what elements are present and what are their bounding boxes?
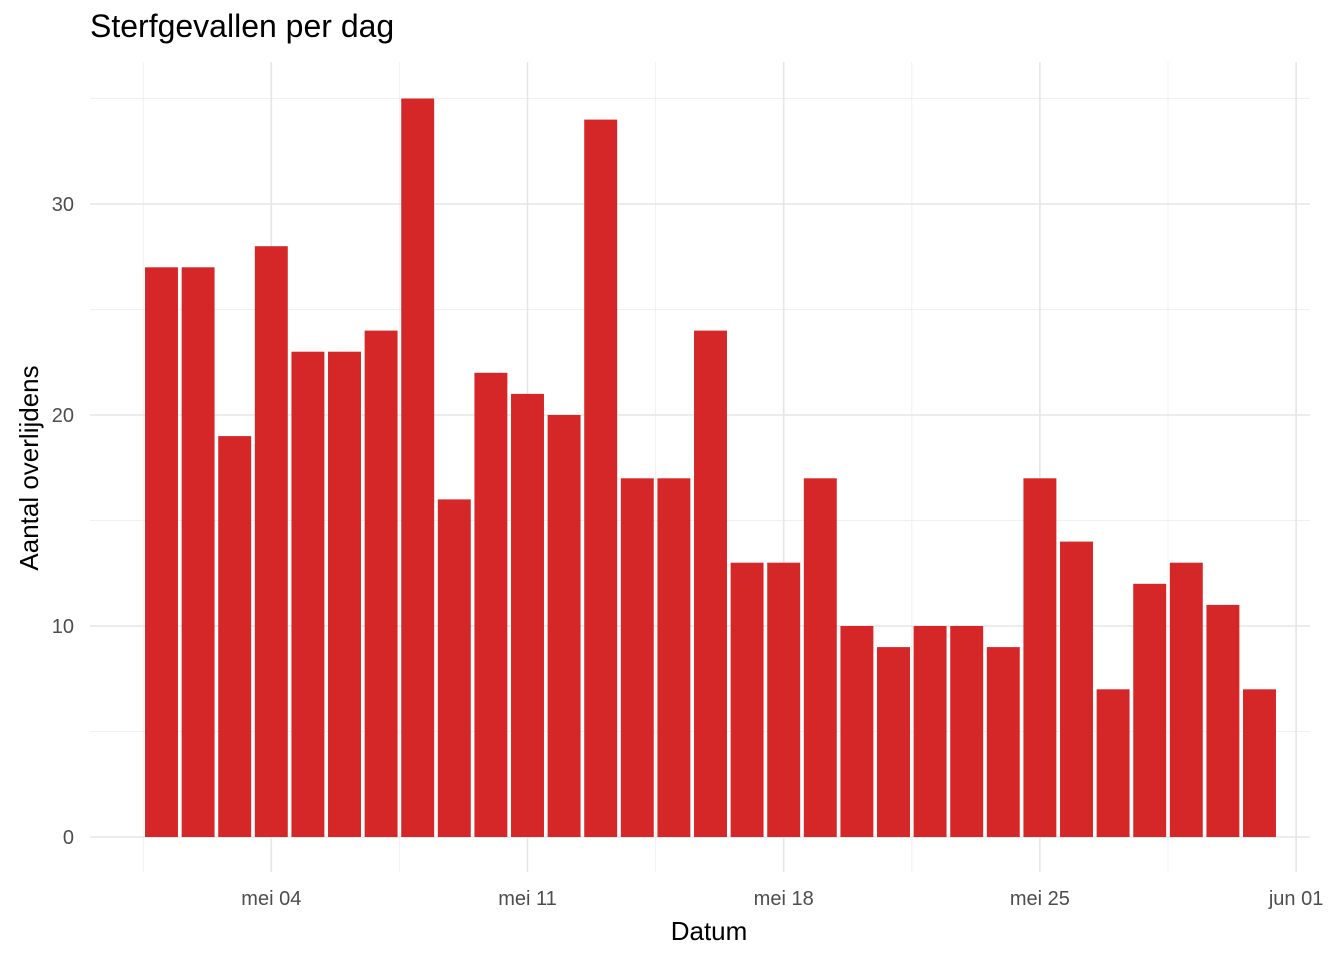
bar [1133, 583, 1167, 837]
bar [547, 415, 581, 837]
bar [913, 626, 947, 837]
y-tick-label: 10 [52, 616, 74, 638]
x-tick-label: mei 11 [498, 888, 557, 910]
x-tick-label: mei 04 [241, 888, 301, 910]
bar-series [145, 98, 1276, 838]
bar [474, 372, 508, 837]
bar [328, 351, 361, 837]
bar [401, 98, 435, 837]
x-axis-tick-labels: mei 04 mei 11 mei 18 mei 25 jun 01 [241, 888, 1323, 910]
bar [620, 478, 654, 837]
bar [767, 562, 801, 837]
y-tick-label: 30 [52, 194, 74, 216]
bar [1206, 604, 1240, 837]
bar [437, 499, 471, 837]
x-tick-label: mei 18 [754, 888, 814, 910]
bar [218, 436, 252, 837]
bar [1096, 689, 1130, 837]
bar [364, 330, 398, 837]
bar [145, 267, 178, 837]
chart-title: Sterfgevallen per dag [90, 8, 395, 44]
bar [657, 478, 691, 837]
bar [803, 478, 837, 837]
bar [1169, 562, 1203, 837]
bar [511, 393, 544, 837]
bar [254, 246, 288, 837]
bar [986, 647, 1020, 837]
x-tick-label: mei 25 [1010, 888, 1070, 910]
bar [840, 626, 874, 837]
bar [950, 626, 984, 837]
bar [730, 562, 764, 837]
y-axis-title: Aantal overlijdens [14, 365, 44, 570]
bar [291, 351, 325, 837]
bar [877, 647, 910, 837]
bar [1023, 478, 1057, 837]
x-axis-title: Datum [671, 916, 748, 946]
bar [181, 267, 215, 837]
bar [694, 330, 727, 837]
bar [1060, 541, 1093, 837]
y-axis-tick-labels: 0 10 20 30 [52, 194, 74, 849]
x-tick-label: jun 01 [1268, 888, 1324, 910]
y-tick-label: 20 [52, 405, 74, 427]
bar [584, 119, 618, 838]
y-tick-label: 0 [63, 827, 74, 849]
bar [1243, 689, 1276, 837]
